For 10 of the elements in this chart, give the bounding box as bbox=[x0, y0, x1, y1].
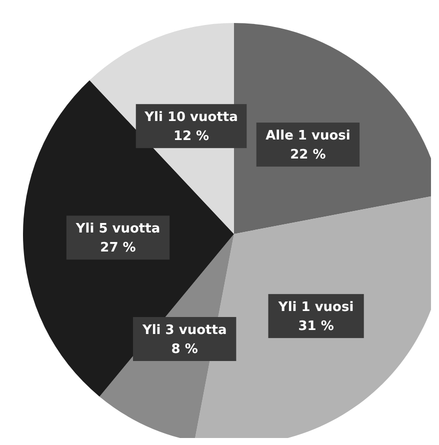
slice-label: Yli 1 vuosi bbox=[277, 300, 354, 316]
data-label: 31 % bbox=[298, 319, 334, 334]
slice-label: Yli 10 vuotta bbox=[144, 110, 238, 126]
slice-label: Alle 1 vuosi bbox=[266, 128, 350, 144]
data-label: 12 % bbox=[173, 129, 210, 144]
slice-label: Yli 3 vuotta bbox=[141, 323, 227, 338]
data-label: 8 % bbox=[171, 342, 198, 358]
slice-label: Yli 5 vuotta bbox=[74, 222, 160, 237]
data-label: 27 % bbox=[100, 240, 136, 256]
data-label: 22 % bbox=[290, 148, 326, 163]
